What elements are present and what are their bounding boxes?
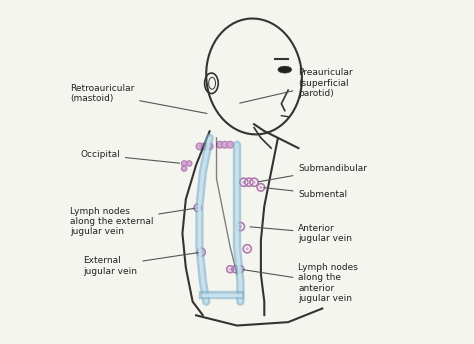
Circle shape bbox=[253, 181, 255, 184]
Text: External
jugular vein: External jugular vein bbox=[83, 252, 199, 276]
Circle shape bbox=[182, 161, 187, 166]
Circle shape bbox=[196, 206, 199, 209]
Circle shape bbox=[200, 250, 203, 254]
Circle shape bbox=[222, 141, 228, 148]
Circle shape bbox=[201, 143, 208, 150]
Circle shape bbox=[229, 268, 231, 271]
Text: Occipital: Occipital bbox=[80, 150, 180, 163]
Text: Anterior
jugular vein: Anterior jugular vein bbox=[250, 224, 353, 243]
Circle shape bbox=[227, 141, 234, 148]
Circle shape bbox=[242, 181, 246, 184]
Circle shape bbox=[247, 181, 251, 184]
Text: Retroauricular
(mastoid): Retroauricular (mastoid) bbox=[70, 84, 207, 114]
Circle shape bbox=[196, 143, 203, 150]
Circle shape bbox=[182, 166, 187, 171]
Text: Submandibular: Submandibular bbox=[258, 164, 367, 182]
Text: Lymph nodes
along the
anterior
jugular vein: Lymph nodes along the anterior jugular v… bbox=[243, 263, 358, 303]
Circle shape bbox=[239, 225, 242, 228]
Circle shape bbox=[186, 161, 192, 166]
Ellipse shape bbox=[278, 66, 292, 73]
Text: Lymph nodes
along the external
jugular vein: Lymph nodes along the external jugular v… bbox=[70, 207, 195, 236]
Text: Submental: Submental bbox=[264, 188, 347, 199]
Circle shape bbox=[234, 268, 237, 271]
Circle shape bbox=[259, 186, 263, 189]
Circle shape bbox=[239, 268, 242, 271]
Text: Preauricular
(superficial
parotid): Preauricular (superficial parotid) bbox=[240, 68, 353, 103]
Circle shape bbox=[217, 141, 223, 148]
Circle shape bbox=[206, 143, 213, 150]
Circle shape bbox=[246, 247, 249, 250]
